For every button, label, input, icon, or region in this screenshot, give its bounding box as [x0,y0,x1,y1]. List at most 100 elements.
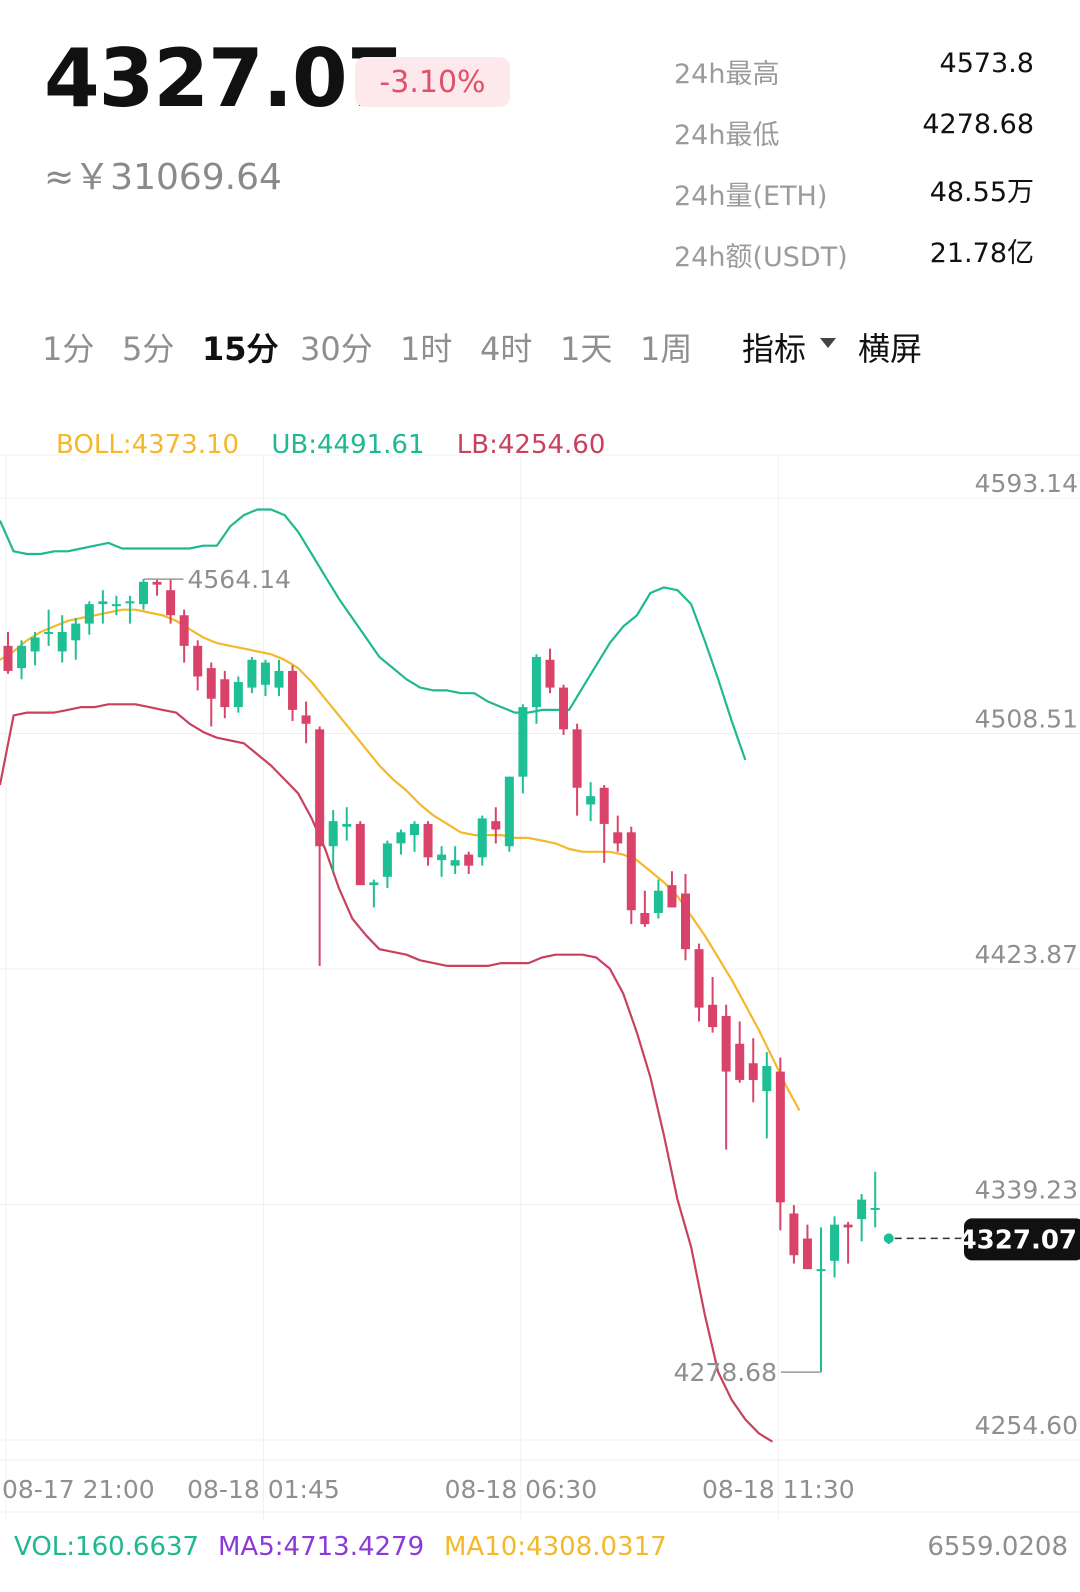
candle [233,676,243,713]
candle [762,1052,772,1139]
candle-body [437,854,447,861]
stat-value: 4573.8 [939,48,1034,79]
candle-body [694,949,704,1008]
last-price: 4327.07 [44,32,402,125]
bollinger-bands [0,508,801,1443]
candle-body [17,645,27,669]
candle [125,595,135,624]
stat-value: 21.78亿 [929,238,1034,269]
tab-1h[interactable]: 1时 [400,330,453,368]
x-tick-label: 08-17 21:00 [2,1475,155,1504]
candle-body [586,796,596,805]
y-tick-label: 4339.23 [975,1176,1078,1205]
candle [396,829,406,855]
candle-body [626,832,636,911]
landscape-button[interactable]: 横屏 [858,330,923,368]
candle-body [30,637,40,652]
candle [653,879,663,919]
candle [3,631,13,674]
candle-body [450,860,460,866]
candle-body [44,631,54,634]
candle [491,807,501,844]
y-tick-label: 4254.60 [975,1411,1078,1440]
grid [0,454,1080,1520]
candle [477,815,487,866]
candle-body [735,1043,745,1080]
tab-4h[interactable]: 4时 [480,330,533,368]
stat-volume: 24h量(ETH) 48.55万 [674,168,1034,229]
candle-body [477,818,487,858]
candle [694,943,704,1022]
axis-labels: 4593.14 4508.51 4423.87 4339.23 4254.60 08-17… [2,469,1080,1504]
candle [450,846,460,875]
candle [288,665,298,721]
candle [735,1021,745,1083]
candle [179,609,189,663]
timeframe-toolbar: 1分 5分 15分 30分 1时 4时 1天 1周 指标 横屏 [0,318,1080,374]
candle [708,976,718,1033]
candle [518,704,528,794]
candle [681,874,690,961]
candle [843,1221,853,1264]
candle [355,821,365,886]
candle-body [464,854,474,866]
tab-30m[interactable]: 30分 [300,330,373,368]
candle [139,579,148,610]
tab-1w[interactable]: 1周 [640,330,693,368]
tab-5m[interactable]: 5分 [122,330,175,368]
candle [775,1057,785,1231]
tab-1d[interactable]: 1天 [560,330,613,368]
candle [613,815,623,852]
candle [274,659,284,696]
candle-body [288,670,298,710]
stat-high: 24h最高 4573.8 [674,46,1034,107]
boll-mid-line [0,608,801,1112]
candles [3,579,894,1373]
candle-body [843,1224,853,1228]
high-marker-label: 4564.14 [188,565,291,594]
candle-body [84,604,94,624]
candle [206,662,216,727]
candle-body [708,1004,718,1028]
candle [857,1194,867,1242]
candle [870,1171,880,1228]
candle-body [762,1066,772,1092]
candle [789,1205,799,1264]
candle-body [613,832,623,844]
candle [220,670,230,719]
candle [437,846,447,877]
candle [111,595,121,616]
candle [830,1216,840,1278]
upper-band-line [0,508,747,761]
candle [423,821,433,866]
stats-panel: 24h最高 4573.8 24h最低 4278.68 24h量(ETH) 48.… [674,46,1034,290]
candle [166,579,176,624]
candle [572,723,582,816]
candle [721,1004,731,1150]
candle [410,821,419,852]
x-tick-label: 08-18 06:30 [445,1475,598,1504]
candle-body [274,670,284,688]
candle-body [572,729,582,788]
candle-body [721,1015,731,1072]
chevron-down-icon[interactable] [820,338,836,348]
candle-body [789,1213,799,1256]
tab-1m[interactable]: 1分 [42,330,95,368]
candle-body [111,604,121,607]
candle-body [599,787,609,824]
candle-body [667,885,677,908]
candle [152,579,162,596]
candle-body [152,581,162,585]
candle [599,784,609,863]
ma5-value: MA5:4713.4279 [218,1532,425,1562]
candlestick-chart[interactable]: 4593.14 4508.51 4423.87 4339.23 4254.60 08-17… [0,420,1080,1530]
vol-value: VOL:160.6637 [14,1532,200,1562]
indicator-button[interactable]: 指标 [742,330,807,368]
candle [464,851,474,875]
last-price-tag-label: 4327.07 [959,1225,1077,1255]
candle-body [830,1224,840,1261]
candle [559,684,569,735]
candle-body [559,687,569,730]
tab-15m[interactable]: 15分 [202,330,279,368]
candle-body [98,601,108,605]
